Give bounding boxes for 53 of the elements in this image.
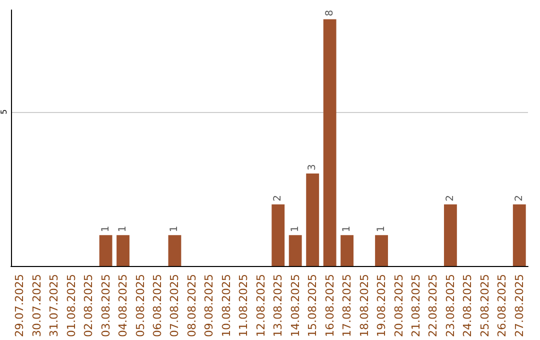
bar bbox=[116, 235, 130, 266]
x-tick-label: 22.08.2025 bbox=[426, 274, 440, 338]
bar bbox=[375, 235, 388, 266]
x-tick-label: 19.08.2025 bbox=[375, 274, 388, 338]
x-tick-label: 05.08.2025 bbox=[134, 274, 147, 338]
x-tick-label: 30.07.2025 bbox=[30, 274, 44, 338]
x-tick-label: 27.08.2025 bbox=[512, 274, 526, 338]
data-label: 1 bbox=[118, 226, 129, 232]
bar bbox=[512, 204, 526, 266]
data-label: 2 bbox=[272, 194, 284, 202]
bar bbox=[272, 204, 285, 266]
data-label: 2 bbox=[444, 194, 456, 202]
x-tick-label: 07.08.2025 bbox=[168, 274, 182, 338]
x-tick-label: 03.08.2025 bbox=[99, 274, 112, 338]
x-tick-label: 18.08.2025 bbox=[358, 274, 371, 338]
data-label: 1 bbox=[376, 226, 388, 232]
bar bbox=[99, 235, 112, 266]
data-label: 3 bbox=[307, 164, 318, 170]
x-tick-label: 09.08.2025 bbox=[202, 274, 216, 338]
x-tick-label: 14.08.2025 bbox=[288, 274, 302, 338]
data-label: 2 bbox=[514, 194, 525, 202]
bar bbox=[168, 235, 182, 266]
x-tick-label: 20.08.2025 bbox=[392, 274, 406, 338]
x-tick-label: 01.08.2025 bbox=[64, 274, 78, 338]
y-tick-label: 5 bbox=[0, 109, 8, 114]
x-tick-label: 15.08.2025 bbox=[306, 274, 320, 338]
x-tick-label: 02.08.2025 bbox=[82, 274, 96, 338]
x-tick-label: 04.08.2025 bbox=[116, 274, 130, 338]
data-label: 8 bbox=[324, 10, 336, 16]
data-label: 1 bbox=[342, 226, 353, 232]
x-tick-label: 25.08.2025 bbox=[478, 274, 492, 338]
x-tick-label: 16.08.2025 bbox=[323, 274, 336, 338]
x-tick-label: 17.08.2025 bbox=[340, 274, 354, 338]
x-tick-label: 23.08.2025 bbox=[444, 274, 457, 338]
bar bbox=[288, 235, 302, 266]
x-tick-label: 24.08.2025 bbox=[461, 274, 474, 338]
bar bbox=[306, 173, 320, 266]
x-tick-label: 12.08.2025 bbox=[254, 274, 268, 338]
x-tick-label: 08.08.2025 bbox=[185, 274, 198, 338]
x-tick-label: 11.08.2025 bbox=[237, 274, 250, 338]
x-tick-label: 29.07.2025 bbox=[13, 274, 26, 338]
data-label: 1 bbox=[290, 226, 301, 232]
x-tick-label: 21.08.2025 bbox=[409, 274, 422, 338]
x-tick-label: 31.07.2025 bbox=[48, 274, 61, 338]
data-label: 1 bbox=[100, 226, 112, 232]
x-tick-label: 10.08.2025 bbox=[220, 274, 233, 338]
bar bbox=[340, 235, 354, 266]
data-label: 1 bbox=[169, 226, 180, 232]
bar bbox=[444, 204, 457, 266]
x-tick-label: 13.08.2025 bbox=[272, 274, 285, 338]
x-tick-label: 26.08.2025 bbox=[496, 274, 509, 338]
bar bbox=[323, 19, 336, 266]
x-tick-label: 06.08.2025 bbox=[150, 274, 164, 338]
